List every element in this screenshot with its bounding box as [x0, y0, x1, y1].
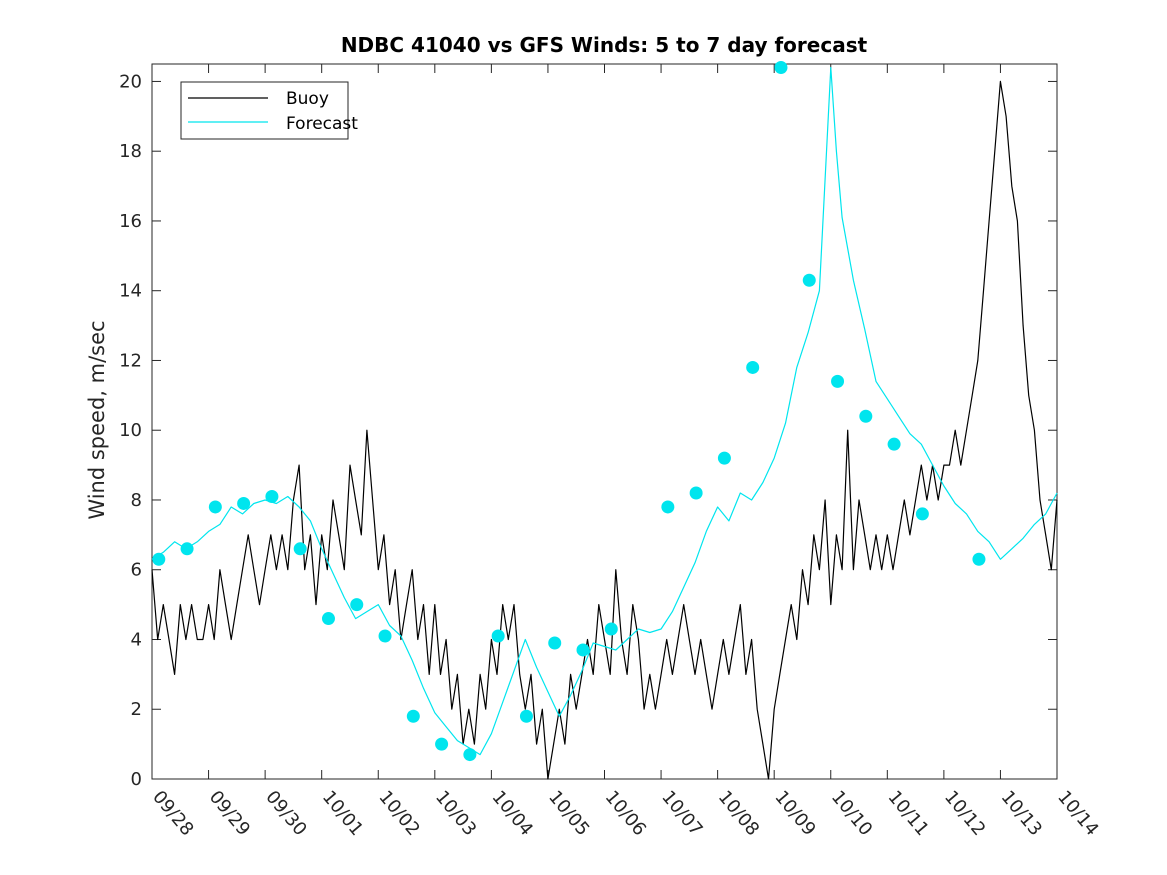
forecast-marker [406, 709, 420, 723]
x-tick-label: 09/28 [148, 787, 197, 840]
forecast-marker [237, 496, 251, 510]
forecast-marker [293, 542, 307, 556]
x-tick-label: 10/01 [318, 787, 367, 840]
forecast-marker [463, 748, 477, 762]
forecast-marker [576, 643, 590, 657]
x-tick-label: 09/29 [205, 787, 254, 840]
x-tick-label: 10/02 [374, 787, 423, 840]
forecast-marker [831, 374, 845, 388]
forecast-marker [265, 489, 279, 503]
forecast-marker [378, 629, 392, 643]
forecast-marker [604, 622, 618, 636]
legend-forecast-label: Forecast [286, 114, 358, 134]
forecast-marker [152, 552, 166, 566]
x-tick-label: 10/04 [488, 787, 537, 840]
forecast-marker [435, 737, 449, 751]
y-tick-label: 4 [131, 629, 142, 650]
x-tick-label: 10/12 [940, 787, 989, 840]
y-tick-label: 2 [131, 699, 142, 720]
x-tick-label: 10/05 [544, 787, 593, 840]
x-tick-label: 10/11 [883, 787, 932, 840]
forecast-marker [972, 552, 986, 566]
y-tick-label: 16 [119, 211, 142, 232]
forecast-marker [774, 60, 788, 74]
x-tick-label: 10/09 [770, 787, 819, 840]
y-tick-label: 14 [119, 281, 142, 302]
x-axis-ticks: 09/28 09/29 09/30 10/01 10/02 10/03 10/04 10/05… [148, 64, 1103, 840]
y-axis-ticks: 0 2 4 6 8 10 12 14 16 18 20 [119, 71, 1057, 790]
forecast-marker [746, 360, 760, 374]
forecast-marker [208, 500, 222, 514]
x-tick-label: 10/08 [714, 787, 763, 840]
y-axis-label: Wind speed, m/sec [85, 320, 109, 519]
series-line-buoy [151, 80, 1058, 780]
y-tick-label: 0 [131, 769, 142, 790]
forecast-marker [689, 486, 703, 500]
plot-area-frame [151, 63, 1058, 780]
forecast-marker [519, 709, 533, 723]
y-tick-label: 20 [119, 71, 142, 92]
x-tick-label: 10/13 [997, 787, 1046, 840]
series-layer [151, 66, 1058, 780]
x-tick-label: 10/07 [657, 787, 706, 840]
y-tick-label: 10 [119, 420, 142, 441]
x-tick-label: 09/30 [261, 787, 310, 840]
legend: Buoy Forecast [180, 81, 358, 140]
forecast-marker [802, 273, 816, 287]
forecast-marker [717, 451, 731, 465]
y-tick-label: 6 [131, 560, 142, 581]
forecast-markers [152, 60, 986, 762]
x-tick-label: 10/14 [1053, 787, 1102, 840]
forecast-marker [321, 612, 335, 626]
x-tick-label: 10/03 [431, 787, 480, 840]
forecast-marker [661, 500, 675, 514]
x-tick-label: 10/10 [827, 787, 876, 840]
x-tick-label: 10/06 [601, 787, 650, 840]
legend-box [180, 81, 349, 140]
forecast-marker [548, 636, 562, 650]
legend-buoy-label: Buoy [286, 89, 329, 109]
chart-title: NDBC 41040 vs GFS Winds: 5 to 7 day fore… [341, 33, 868, 57]
y-tick-label: 18 [119, 141, 142, 162]
y-tick-label: 8 [131, 490, 142, 511]
forecast-marker [859, 409, 873, 423]
y-tick-label: 12 [119, 350, 142, 371]
forecast-marker [491, 629, 505, 643]
forecast-marker [180, 542, 194, 556]
forecast-marker [915, 507, 929, 521]
forecast-marker [350, 598, 364, 612]
forecast-marker [887, 437, 901, 451]
series-line-forecast [151, 66, 1058, 756]
